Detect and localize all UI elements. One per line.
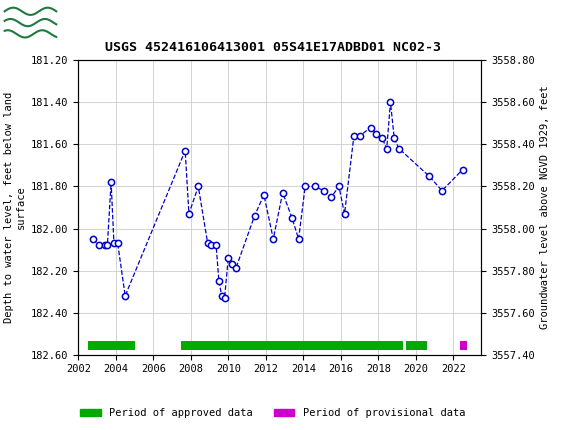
- Text: USGS: USGS: [65, 12, 120, 31]
- Bar: [182, 341, 403, 350]
- Legend: Period of approved data, Period of provisional data: Period of approved data, Period of provi…: [76, 404, 469, 423]
- Bar: [88, 341, 135, 350]
- Bar: [407, 341, 427, 350]
- Text: USGS 452416106413001 05S41E17ADBD01 NC02-3: USGS 452416106413001 05S41E17ADBD01 NC02…: [104, 41, 441, 54]
- Y-axis label: Depth to water level, feet below land
surface: Depth to water level, feet below land su…: [4, 92, 26, 323]
- Bar: [3, 3, 58, 42]
- Y-axis label: Groundwater level above NGVD 1929, feet: Groundwater level above NGVD 1929, feet: [541, 86, 550, 329]
- Bar: [460, 341, 467, 350]
